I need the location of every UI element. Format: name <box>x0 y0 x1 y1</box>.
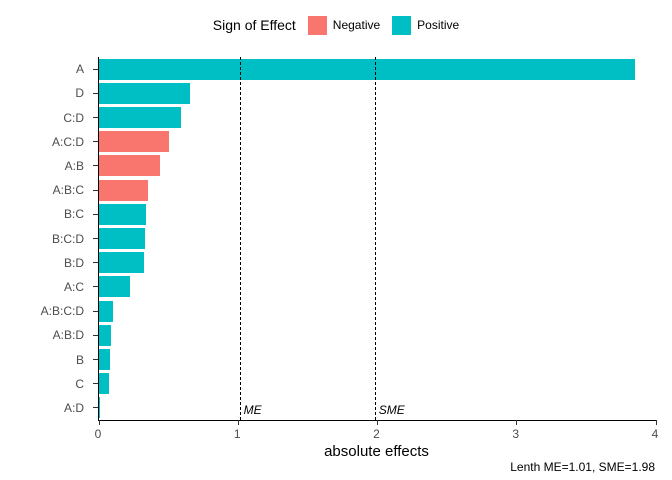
y-tick-label: A:B:C:D <box>40 304 84 319</box>
y-tick-mark <box>93 310 98 312</box>
y-tick-mark <box>93 238 98 239</box>
bar-B <box>99 349 111 370</box>
y-tick-label: A:B:D <box>52 328 84 343</box>
y-tick-label: A <box>75 62 84 77</box>
legend-item-positive: Positive <box>392 15 460 35</box>
legend-item-negative: Negative <box>307 15 381 35</box>
y-tick-mark <box>93 68 98 70</box>
legend-title: Sign of Effect <box>212 17 296 33</box>
reference-line-me <box>239 57 241 420</box>
y-tick-label: A:C:D <box>51 134 84 149</box>
caption: Lenth ME=1.01, SME=1.98 <box>510 460 655 474</box>
x-tick-mark <box>377 420 378 425</box>
legend-swatch-positive <box>392 15 412 35</box>
bar-A-B-C-D <box>99 300 113 322</box>
x-tick-mark <box>516 420 518 425</box>
y-tick-mark <box>93 407 98 409</box>
bar-A-D <box>99 397 101 419</box>
x-tick-label: 3 <box>512 427 520 441</box>
reference-line-label: ME <box>243 403 262 417</box>
legend-item-label: Positive <box>417 18 460 32</box>
plot-panel: ME SME <box>93 57 657 425</box>
legend-item-label: Negative <box>332 18 381 32</box>
y-tick-mark <box>93 334 98 336</box>
x-tick-label: 0 <box>94 427 102 441</box>
y-tick-label: A:B <box>64 158 84 173</box>
x-tick-mark <box>237 420 239 425</box>
y-tick-label: D <box>75 86 84 101</box>
bar-A-B-C <box>99 179 148 201</box>
y-tick-mark <box>93 262 98 264</box>
bar-A-B-D <box>99 324 111 346</box>
y-tick-mark <box>93 141 98 143</box>
y-tick-label: B:C:D <box>51 231 84 246</box>
y-tick-mark <box>93 359 98 360</box>
y-tick-mark <box>93 213 98 215</box>
y-tick-mark <box>93 92 98 94</box>
y-tick-label: A:B:C <box>52 183 84 198</box>
y-tick-label: B:D <box>63 255 84 270</box>
y-tick-mark <box>93 383 98 385</box>
x-tick-mark <box>98 420 100 425</box>
y-tick-mark <box>93 117 98 118</box>
bar-A-B <box>99 155 161 177</box>
x-axis-title: absolute effects <box>324 443 429 460</box>
y-tick-mark <box>93 286 98 288</box>
y-tick-label: A:D <box>63 400 84 415</box>
legend-swatch-negative <box>307 15 327 35</box>
x-tick-label: 4 <box>651 427 659 441</box>
bar-C <box>99 373 109 395</box>
reference-line-label: SME <box>378 403 405 417</box>
y-tick-label: B:C <box>63 207 84 222</box>
bar-D <box>99 82 190 104</box>
bar-B-C-D <box>99 228 145 249</box>
x-axis: 0 1 2 3 4 <box>94 427 659 441</box>
bar-A-C <box>99 276 130 298</box>
x-tick-label: 1 <box>233 427 241 441</box>
bar-A-C-D <box>99 131 169 153</box>
bar-A <box>99 58 636 80</box>
y-tick-mark <box>93 189 98 191</box>
legend: Sign of Effect Negative Positive <box>0 8 672 42</box>
reference-line-sme <box>374 57 376 420</box>
x-tick-label: 2 <box>373 427 380 441</box>
legend-items: Negative Positive <box>307 15 460 35</box>
y-tick-label: A:C <box>63 279 84 294</box>
x-tick-mark <box>655 420 657 425</box>
y-tick-label: C:D <box>63 110 84 125</box>
y-tick-mark <box>93 165 98 167</box>
y-tick-label: C <box>75 376 84 391</box>
bar-B-D <box>99 252 144 274</box>
y-axis: A D C:D A:C:D A:B A:B:C B:C B:C:D B:D A:C A:B:C:D A… <box>0 57 90 420</box>
y-tick-label: B <box>75 352 84 367</box>
bar-C-D <box>99 107 182 128</box>
bar-B-C <box>99 203 147 225</box>
